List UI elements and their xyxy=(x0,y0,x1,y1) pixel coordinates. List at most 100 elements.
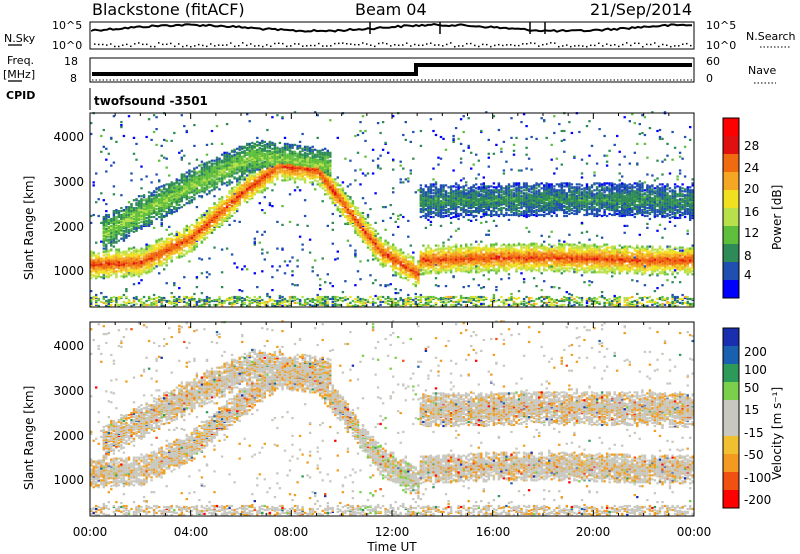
power-cell xyxy=(150,139,152,141)
power-cell xyxy=(188,250,190,252)
nsearch-dot xyxy=(478,46,480,48)
power-cell xyxy=(103,257,105,259)
nsearch-dot xyxy=(350,43,352,45)
nsearch-dot xyxy=(262,46,264,48)
power-cell xyxy=(105,228,107,230)
power-cell xyxy=(135,159,137,161)
power-cell xyxy=(130,215,132,217)
power-cell xyxy=(171,193,173,195)
power-cell xyxy=(143,221,145,223)
power-cell xyxy=(173,252,175,254)
power-cell xyxy=(183,173,185,175)
power-cell xyxy=(176,178,178,180)
power-cell xyxy=(176,302,178,304)
power-cell xyxy=(196,167,198,169)
power-cell xyxy=(155,211,157,213)
power-cell xyxy=(161,225,163,227)
power-cell xyxy=(183,190,185,192)
power-cell xyxy=(133,256,135,258)
nsearch-dot xyxy=(650,44,652,46)
power-cell xyxy=(143,255,145,257)
power-cell xyxy=(181,234,183,236)
nsearch-dot xyxy=(662,44,664,46)
power-cell xyxy=(183,125,185,127)
power-cell xyxy=(198,300,200,302)
nsearch-dot xyxy=(222,45,224,47)
nsearch-dot xyxy=(590,45,592,47)
nsearch-dot xyxy=(450,42,452,44)
power-cell xyxy=(118,220,120,222)
power-cell xyxy=(100,151,102,153)
power-cell xyxy=(98,215,100,217)
power-cell xyxy=(130,206,132,208)
nsearch-dot xyxy=(634,42,636,44)
power-cell xyxy=(193,124,195,126)
power-cell xyxy=(103,129,105,131)
power-cell xyxy=(148,245,150,247)
nsearch-dot xyxy=(666,45,668,47)
nsearch-dot xyxy=(430,42,432,44)
power-cell xyxy=(120,254,122,256)
power-cell xyxy=(145,244,147,246)
power-cell xyxy=(105,214,107,216)
power-cell xyxy=(158,198,160,200)
power-cell xyxy=(150,304,152,306)
power-cell xyxy=(193,304,195,306)
power-cell xyxy=(130,217,132,219)
power-cell xyxy=(161,246,163,248)
nsearch-dot xyxy=(334,43,336,45)
nsearch-dot xyxy=(318,43,320,45)
power-cell xyxy=(183,192,185,194)
power-cell xyxy=(163,243,165,245)
power-cell xyxy=(138,282,140,284)
nsearch-label: N.Search xyxy=(746,30,796,43)
power-cell xyxy=(193,173,195,175)
power-cell xyxy=(148,221,150,223)
power-cell xyxy=(183,298,185,300)
power-cell xyxy=(191,296,193,298)
power-cell xyxy=(105,296,107,298)
power-cell xyxy=(125,269,127,271)
power-cell xyxy=(125,302,127,304)
power-cell xyxy=(186,304,188,306)
nsearch-dot xyxy=(402,44,404,46)
power-cell xyxy=(178,179,180,181)
power-cell xyxy=(191,243,193,245)
power-cell xyxy=(128,231,130,233)
power-cell xyxy=(128,299,130,301)
power-cell xyxy=(113,231,115,233)
power-cell xyxy=(168,234,170,236)
power-cell xyxy=(118,225,120,227)
power-cell xyxy=(158,201,160,203)
power-cell xyxy=(140,260,142,262)
nsearch-dot xyxy=(218,44,220,46)
power-cell xyxy=(128,214,130,216)
power-cell xyxy=(110,299,112,301)
power-cell xyxy=(171,140,173,142)
power-cell xyxy=(163,184,165,186)
power-cell xyxy=(161,301,163,303)
power-cell xyxy=(103,298,105,300)
power-cell xyxy=(118,210,120,212)
nsearch-dot xyxy=(454,46,456,48)
power-cell xyxy=(130,257,132,259)
power-cell xyxy=(183,238,185,240)
power-cell xyxy=(176,246,178,248)
power-cell xyxy=(171,292,173,294)
power-cell xyxy=(95,294,97,296)
power-cell xyxy=(108,226,110,228)
power-cell xyxy=(188,232,190,234)
power-cell xyxy=(125,252,127,254)
nsearch-dot xyxy=(686,43,688,45)
power-cell xyxy=(140,187,142,189)
power-cell xyxy=(145,300,147,302)
power-cell xyxy=(158,244,160,246)
power-cell xyxy=(145,250,147,252)
power-cell xyxy=(196,304,198,306)
power-cell xyxy=(168,211,170,213)
power-cell xyxy=(171,241,173,243)
power-cell xyxy=(133,207,135,209)
power-cell xyxy=(198,257,200,259)
power-cell xyxy=(145,217,147,219)
power-cell xyxy=(166,196,168,198)
